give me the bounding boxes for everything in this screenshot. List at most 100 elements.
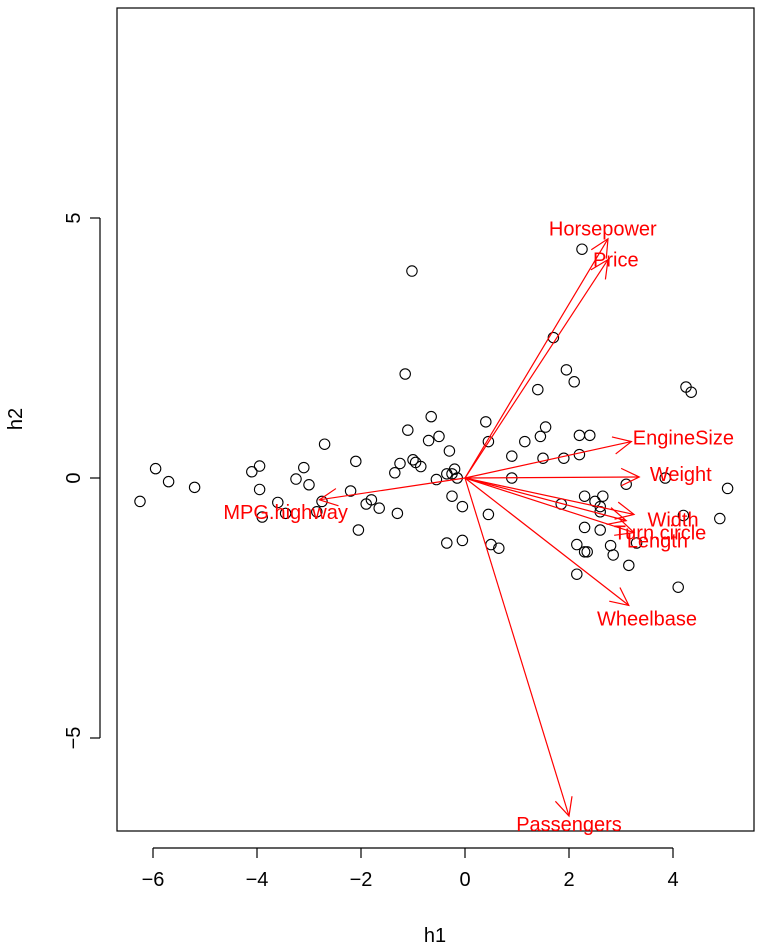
loading-label: Passengers	[516, 814, 622, 836]
x-tick-label: 4	[667, 869, 678, 891]
data-point	[506, 450, 518, 462]
plot-frame	[116, 7, 755, 832]
data-point	[394, 457, 406, 470]
data-point	[581, 546, 593, 558]
data-point	[630, 537, 643, 549]
loading-arrow-line	[464, 477, 570, 817]
data-point	[134, 495, 146, 508]
loading-arrow-head	[606, 507, 628, 526]
data-point	[188, 481, 201, 494]
data-point	[279, 507, 292, 520]
y-axis: −5 0 5	[63, 212, 101, 750]
data-point	[677, 509, 690, 522]
loading-label: Price	[593, 250, 639, 272]
loading-label: Weight	[650, 464, 712, 486]
loading-arrow-head	[609, 587, 630, 607]
loading-arrows: Horsepower Price EngineSize Weight WidthTurn…	[223, 218, 734, 835]
x-axis-label: h1	[424, 925, 446, 947]
data-point	[298, 461, 310, 474]
x-tick-label: −6	[142, 869, 165, 891]
data-point	[573, 448, 586, 461]
data-point	[537, 452, 549, 464]
data-point	[303, 479, 315, 491]
loading-arrow-head	[620, 467, 641, 487]
loading-arrow-head	[590, 237, 609, 259]
data-point	[350, 455, 362, 468]
data-point	[532, 383, 544, 396]
loading-label: EngineSize	[633, 427, 734, 449]
data-point	[539, 421, 552, 433]
loading-label: Width	[647, 510, 698, 532]
y-tick-label: −5	[63, 727, 85, 750]
data-point	[568, 376, 580, 388]
loading-label: Turn.circle	[614, 523, 707, 545]
x-tick-label: 2	[563, 869, 574, 891]
data-point	[558, 452, 570, 464]
loading-arrow-line	[464, 259, 609, 479]
data-point	[162, 475, 175, 488]
data-point	[578, 521, 591, 534]
data-point	[623, 559, 635, 572]
data-point	[422, 434, 435, 447]
data-point	[659, 472, 671, 484]
data-point	[672, 581, 684, 593]
data-point	[311, 506, 323, 518]
data-point	[352, 524, 365, 536]
data-point	[456, 534, 469, 547]
data-point	[571, 568, 583, 580]
data-point	[714, 512, 726, 525]
data-point	[443, 445, 456, 457]
data-point	[399, 368, 411, 380]
data-point	[620, 478, 632, 490]
x-tick-label: 0	[459, 869, 470, 891]
y-axis-label: h2	[5, 408, 27, 430]
loading-arrow-head	[318, 488, 339, 507]
loading-arrow-line	[464, 477, 627, 522]
data-point	[482, 508, 495, 521]
x-tick-label: −4	[246, 869, 269, 891]
data-point	[272, 496, 284, 509]
loading-label: Length	[627, 530, 688, 552]
data-point	[456, 500, 469, 513]
data-point	[391, 507, 404, 520]
data-point	[433, 430, 445, 443]
loading-arrow-head	[614, 501, 636, 520]
data-point	[318, 438, 331, 450]
loading-label: MPG.highway	[223, 502, 348, 524]
data-point	[415, 460, 427, 473]
data-point	[316, 495, 328, 508]
loading-label: Horsepower	[549, 218, 657, 240]
loading-arrow-line	[464, 238, 609, 479]
loading-arrow-line	[464, 477, 635, 534]
data-point	[571, 538, 583, 551]
x-axis: −6 −4 −2 0 2 4	[142, 847, 679, 891]
data-point	[253, 483, 266, 496]
loading-arrow-line	[464, 441, 632, 479]
loading-arrow-line	[464, 477, 635, 515]
data-point	[365, 494, 378, 506]
loading-arrow-head	[611, 436, 633, 455]
data-point	[406, 265, 418, 277]
data-point	[584, 429, 596, 442]
data-point	[253, 460, 266, 472]
data-point	[482, 435, 495, 448]
loading-arrow-line	[464, 477, 630, 606]
data-point	[448, 463, 461, 475]
loading-arrow-head	[554, 796, 573, 818]
data-point	[441, 537, 453, 549]
data-point	[607, 549, 619, 561]
data-point	[576, 243, 588, 255]
data-point	[573, 429, 586, 442]
x-tick-label: −2	[350, 869, 373, 891]
data-point	[402, 424, 414, 436]
y-tick-label: 0	[63, 472, 85, 483]
data-point	[493, 542, 505, 554]
data-point	[149, 462, 162, 475]
data-point	[721, 482, 734, 495]
data-point	[560, 364, 573, 376]
data-point	[534, 430, 547, 443]
data-point	[373, 502, 385, 514]
data-point	[578, 546, 591, 558]
data-point	[389, 467, 401, 479]
